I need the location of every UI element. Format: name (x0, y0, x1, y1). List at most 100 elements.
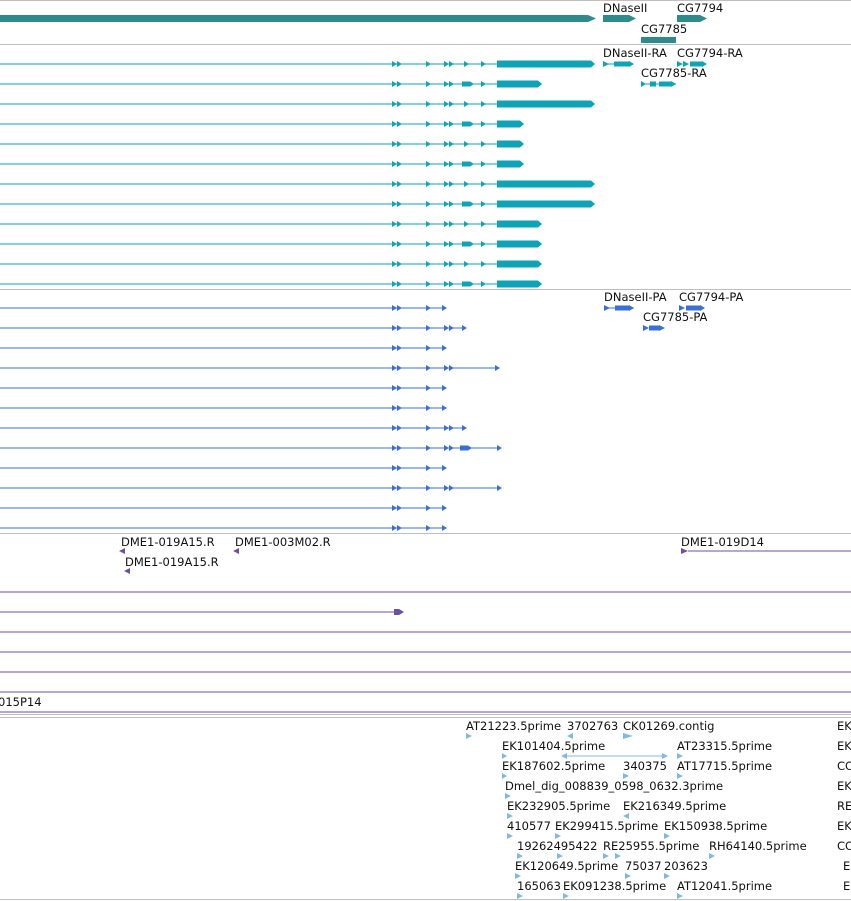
est-row-3[interactable]: EK187602.5prime 340375 AT17715.5prime CC (502, 759, 851, 779)
transcript-cg7794-ra-model[interactable] (677, 61, 707, 67)
clone-label: DME1-019A15.R (125, 555, 219, 569)
est-label: RE (837, 799, 851, 813)
protein-row[interactable] (0, 345, 447, 351)
est-label: EK216349.5prime (623, 799, 726, 813)
est-label: CK01269.contig (623, 719, 714, 733)
protein-track: DNaseII-PA CG7794-PA CG7785-PA (0, 290, 744, 531)
est-label: 410577 (507, 819, 551, 833)
protein-label-dnaseii-pa: DNaseII-PA (604, 290, 667, 304)
protein-row[interactable] (0, 385, 447, 391)
transcript-row[interactable] (0, 220, 542, 228)
protein-label-cg7785-pa: CG7785-PA (643, 310, 708, 324)
est-track: AT21223.5prime 3702763 CK01269.contig EK… (466, 719, 851, 899)
clone-dme1-003m02-r[interactable]: DME1-003M02.R (233, 535, 331, 554)
clone-label: 015P14 (0, 695, 42, 709)
transcript-row[interactable] (0, 80, 542, 88)
est-label: 203623 (664, 859, 708, 873)
protein-row[interactable] (0, 365, 500, 371)
transcript-row[interactable] (0, 280, 542, 288)
est-row-1[interactable]: AT21223.5prime 3702763 CK01269.contig EK (466, 719, 851, 739)
protein-row[interactable] (0, 325, 467, 331)
protein-cg7785-pa-model[interactable] (643, 325, 665, 331)
clone-015p14[interactable]: 015P14 (0, 695, 42, 709)
protein-dnaseii-pa-model[interactable] (604, 305, 634, 311)
est-label: 165063 (517, 879, 561, 893)
est-label: AT23315.5prime (677, 739, 772, 753)
protein-cg7794-pa-model[interactable] (679, 305, 705, 311)
est-label: CC (837, 759, 851, 773)
est-row-5[interactable]: EK232905.5prime EK216349.5prime RE (507, 799, 851, 819)
clone-dme1-019d14[interactable]: DME1-019D14 (681, 535, 851, 554)
protein-row[interactable] (0, 425, 467, 431)
est-label: 3702763 (567, 719, 618, 733)
est-row-6[interactable]: 410577 EK299415.5prime EK150938.5prime E… (507, 819, 851, 839)
transcript-row[interactable] (0, 120, 524, 128)
clone-label: DME1-019D14 (681, 535, 764, 549)
clone-spanning-lines[interactable] (0, 591, 851, 713)
protein-row[interactable] (0, 505, 447, 511)
protein-row[interactable] (0, 485, 502, 491)
est-label: AT17715.5prime (677, 759, 772, 773)
est-label: E (843, 879, 850, 893)
est-label: AT12041.5prime (677, 879, 772, 893)
gene-label-dnaseii: DNaseII (603, 1, 647, 15)
est-row-8[interactable]: EK120649.5prime 75037 203623 E (515, 859, 850, 879)
est-row-4[interactable]: Dmel_dig_008839_0598_0632.3prime EK (505, 779, 851, 799)
clone-dme1-019a15-r-2[interactable]: DME1-019A15.R (124, 555, 219, 574)
transcript-row[interactable] (0, 60, 595, 68)
protein-label-cg7794-pa: CG7794-PA (679, 290, 744, 304)
est-label: EK (837, 819, 851, 833)
est-label: 340375 (623, 759, 667, 773)
transcript-row[interactable] (0, 180, 595, 188)
transcript-label-cg7785-ra: CG7785-RA (641, 66, 707, 80)
protein-row[interactable] (0, 525, 447, 531)
gene-cg7794[interactable]: CG7794 (677, 1, 723, 22)
est-label: EK150938.5prime (664, 819, 767, 833)
est-label: 19262495422 (517, 839, 597, 853)
transcript-row[interactable] (0, 240, 542, 248)
transcript-label-cg7794-ra: CG7794-RA (677, 46, 743, 60)
est-row-7[interactable]: 19262495422 RE25955.5prime RH64140.5prim… (517, 839, 851, 859)
gene-dnaseii[interactable]: DNaseII (603, 1, 647, 22)
est-label: RH64140.5prime (709, 839, 807, 853)
transcript-row[interactable] (0, 160, 524, 168)
est-row-9[interactable]: 165063 EK091238.5prime AT12041.5prime E (517, 879, 850, 899)
est-label: CC (837, 839, 851, 853)
protein-row[interactable] (0, 465, 447, 471)
clone-label: DME1-019A15.R (121, 535, 215, 549)
est-label: AT21223.5prime (466, 719, 561, 733)
transcript-row[interactable] (0, 140, 524, 148)
transcript-row[interactable] (0, 260, 542, 268)
est-label: EK187602.5prime (502, 759, 605, 773)
transcript-label-dnaseii-ra: DNaseII-RA (603, 46, 667, 60)
transcript-track: DNaseII-RA CG7794-RA CG7785-RA (0, 46, 743, 288)
est-label: EK232905.5prime (507, 799, 610, 813)
protein-row[interactable] (0, 445, 502, 451)
transcript-dnaseii-ra-model[interactable] (603, 61, 634, 67)
est-label: Dmel_dig_008839_0598_0632.3prime (505, 779, 723, 793)
gene-cg7785[interactable]: CG7785 (641, 22, 687, 43)
protein-row[interactable] (0, 405, 447, 411)
est-label: EK (837, 719, 851, 733)
gene-feature-large[interactable] (0, 15, 596, 22)
transcript-row[interactable] (0, 200, 595, 208)
est-label: E (843, 859, 850, 873)
gene-track: DNaseII CG7794 CG7785 (0, 1, 723, 43)
clone-track: DME1-019A15.R DME1-003M02.R DME1-019A15.… (0, 535, 851, 713)
transcript-cg7785-ra-model[interactable] (641, 81, 676, 87)
clone-label: DME1-003M02.R (235, 535, 331, 549)
est-label: EK (837, 779, 851, 793)
est-label: EK299415.5prime (555, 819, 658, 833)
est-label: EK (837, 739, 851, 753)
clone-dme1-019a15-r[interactable]: DME1-019A15.R (119, 535, 215, 554)
est-label: EK091238.5prime (563, 879, 666, 893)
est-label: EK120649.5prime (515, 859, 618, 873)
transcript-row[interactable] (0, 100, 595, 108)
gene-label-cg7794: CG7794 (677, 1, 723, 15)
gene-label-cg7785: CG7785 (641, 22, 687, 36)
est-row-2[interactable]: EK101404.5prime AT23315.5prime EK (502, 739, 851, 759)
est-label: RE25955.5prime (603, 839, 699, 853)
protein-row[interactable] (0, 305, 447, 311)
